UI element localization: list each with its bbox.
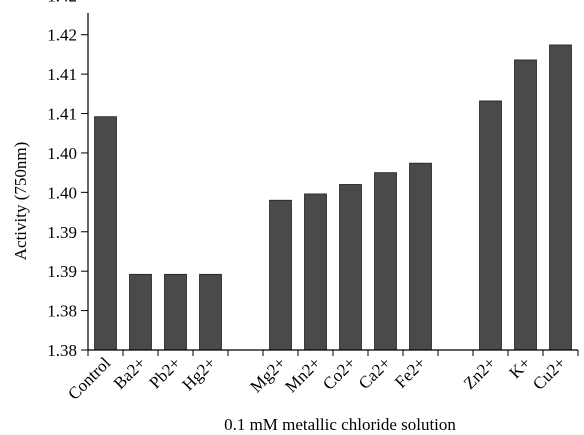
x-tick-label-zn2-: Zn2+ <box>460 353 500 393</box>
bar-mg2- <box>269 199 292 351</box>
y-axis-ticks: 1.38 1.38 1.39 1.39 1.40 1.40 1.41 1.41 1.42 1.42 <box>47 0 88 360</box>
y-axis-label: Activity (750nm) <box>11 142 30 261</box>
x-tick-label-ca2-: Ca2+ <box>355 353 395 393</box>
bar-co2- <box>339 184 362 351</box>
bar-pb2- <box>164 273 187 351</box>
bar-zn2- <box>479 100 502 351</box>
x-tick-label-mn2-: Mn2+ <box>281 353 324 396</box>
y-tick-label: 1.40 <box>47 183 77 202</box>
x-tick-label-cu2-: Cu2+ <box>529 353 569 393</box>
bar-k- <box>514 59 537 351</box>
x-tick-label-hg2-: Hg2+ <box>178 353 219 394</box>
bar-ba2- <box>129 273 152 351</box>
y-tick-label: 1.40 <box>47 144 77 163</box>
bar-fe2- <box>409 162 432 351</box>
y-tick-label: 1.41 <box>47 65 77 84</box>
x-tick-label-co2-: Co2+ <box>319 353 359 393</box>
bar-cu2- <box>549 44 572 351</box>
y-tick-label: 1.39 <box>47 262 77 281</box>
bar-ca2- <box>374 172 397 351</box>
bar-control <box>94 116 117 351</box>
bar-mn2- <box>304 193 327 351</box>
y-tick-label: 1.38 <box>47 341 77 360</box>
x-tick-label-control: Control <box>64 353 114 403</box>
y-tick-label: 1.42 <box>47 0 77 5</box>
bar-hg2- <box>199 273 222 351</box>
x-axis-label: 0.1 mM metallic chloride solution <box>224 415 456 434</box>
x-tick-label-ba2-: Ba2+ <box>110 353 150 393</box>
x-tick-label-mg2-: Mg2+ <box>246 353 289 396</box>
bars-group <box>94 44 572 351</box>
y-tick-label: 1.38 <box>47 302 77 321</box>
y-tick-label: 1.39 <box>47 223 77 242</box>
y-tick-label: 1.42 <box>47 26 77 45</box>
x-tick-label-pb2-: Pb2+ <box>145 353 184 392</box>
x-tick-label-fe2-: Fe2+ <box>391 353 429 391</box>
y-tick-label: 1.41 <box>47 105 77 124</box>
